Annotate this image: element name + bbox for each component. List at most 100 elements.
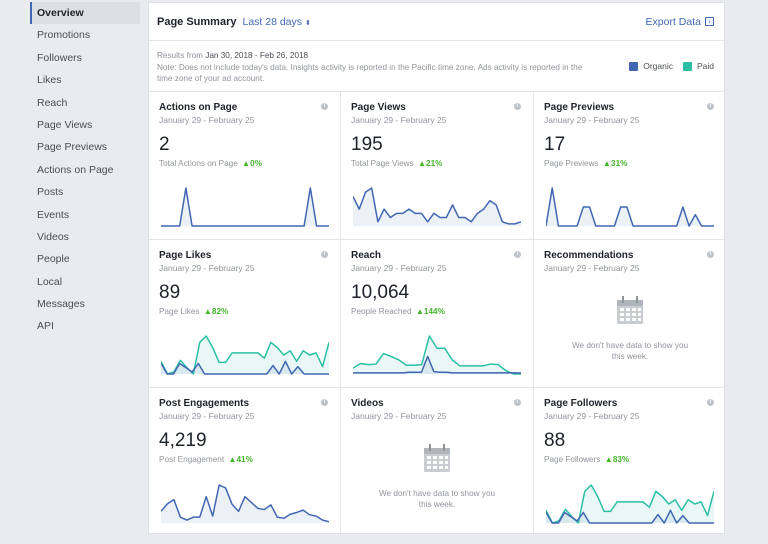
card-date-range: January 29 - February 25 <box>544 115 640 125</box>
card-page-views[interactable]: Page Views January 29 - February 25 i 19… <box>341 92 534 240</box>
legend-paid: Paid <box>682 61 714 73</box>
sidebar-item-reach[interactable]: Reach <box>37 96 68 109</box>
legend-organic-label: Organic <box>643 61 673 71</box>
card-metric-label: Total Page Views <box>351 159 414 168</box>
card-label: Total Page Views ▲21% <box>351 159 523 168</box>
results-prefix: Results from <box>157 51 206 60</box>
card-post-engagements[interactable]: Post Engagements January 29 - February 2… <box>149 388 341 536</box>
card-value: 89 <box>159 282 181 303</box>
sidebar-item-actions-on-page[interactable]: Actions on Page <box>37 163 114 176</box>
card-value: 10,064 <box>351 282 410 303</box>
sparkline-chart <box>161 335 329 375</box>
change-badge: ▲0% <box>242 159 262 168</box>
card-metric-label: People Reached <box>351 307 412 316</box>
date-range-dropdown[interactable]: Last 28 days ⬍ <box>242 16 310 28</box>
sidebar-item-page-previews[interactable]: Page Previews <box>37 141 108 154</box>
paid-swatch <box>682 62 692 72</box>
card-label: People Reached ▲144% <box>351 307 523 316</box>
sidebar-item-videos[interactable]: Videos <box>37 230 69 243</box>
page-summary-title: Page Summary <box>157 15 237 28</box>
sparkline-chart <box>546 187 714 227</box>
card-value: 17 <box>544 134 566 155</box>
change-badge: ▲21% <box>417 159 443 168</box>
card-label: Post Engagement ▲41% <box>159 455 330 464</box>
card-title: Reach <box>351 250 382 261</box>
card-date-range: January 29 - February 25 <box>351 411 447 421</box>
card-label: Page Followers ▲83% <box>544 455 716 464</box>
organic-swatch <box>629 62 639 72</box>
info-icon[interactable]: i <box>707 103 714 110</box>
card-page-followers[interactable]: Page Followers January 29 - February 25 … <box>534 388 726 536</box>
card-title: Page Views <box>351 102 406 113</box>
card-date-range: January 29 - February 25 <box>159 411 255 421</box>
card-reach[interactable]: Reach January 29 - February 25 i 10,064 … <box>341 240 534 388</box>
change-badge: ▲31% <box>602 159 628 168</box>
card-title: Post Engagements <box>159 398 250 409</box>
metrics-grid: Actions on Page January 29 - February 25… <box>149 92 726 536</box>
sidebar-item-promotions[interactable]: Promotions <box>37 29 91 42</box>
sidebar-item-posts[interactable]: Posts <box>37 186 64 199</box>
sparkline-chart <box>353 187 521 226</box>
chart-legend: Organic Paid <box>619 61 714 73</box>
card-value: 4,219 <box>159 430 207 451</box>
card-page-likes[interactable]: Page Likes January 29 - February 25 i 89… <box>149 240 341 388</box>
info-icon[interactable]: i <box>514 103 521 110</box>
calendar-icon <box>617 296 643 324</box>
card-date-range: January 29 - February 25 <box>544 411 640 421</box>
card-recommendations[interactable]: Recommendations January 29 - February 25… <box>534 240 726 388</box>
info-icon[interactable]: i <box>321 251 328 258</box>
sparkline-chart <box>161 187 329 227</box>
date-range-label: Last 28 days <box>242 15 303 28</box>
legend-paid-label: Paid <box>696 61 714 71</box>
sidebar-item-followers[interactable]: Followers <box>37 51 82 64</box>
info-icon[interactable]: i <box>514 399 521 406</box>
calendar-icon <box>424 444 450 472</box>
change-badge: ▲82% <box>203 307 229 316</box>
sidebar-item-overview[interactable]: Overview <box>30 2 140 25</box>
sparkline-chart <box>161 484 329 523</box>
card-title: Page Followers <box>544 398 618 409</box>
card-metric-label: Page Likes <box>159 307 200 316</box>
change-badge: ▲41% <box>228 455 253 464</box>
sidebar-item-local[interactable]: Local <box>37 275 63 288</box>
legend-organic: Organic <box>629 61 673 73</box>
change-badge: ▲83% <box>604 455 630 464</box>
change-badge: ▲144% <box>415 307 445 316</box>
card-date-range: January 29 - February 25 <box>351 263 447 273</box>
info-icon[interactable]: i <box>707 251 714 258</box>
card-actions-on-page[interactable]: Actions on Page January 29 - February 25… <box>149 92 341 240</box>
sidebar-item-api[interactable]: API <box>37 320 54 333</box>
export-data-label: Export Data <box>645 15 701 28</box>
card-metric-label: Page Followers <box>544 455 601 464</box>
info-icon[interactable]: i <box>514 251 521 258</box>
timezone-note: Note: Does not include today's data. Ins… <box>157 62 583 84</box>
card-title: Page Likes <box>159 250 212 261</box>
sidebar-item-events[interactable]: Events <box>37 208 70 221</box>
info-icon[interactable]: i <box>321 399 328 406</box>
sidebar-item-people[interactable]: People <box>37 253 70 266</box>
card-value: 2 <box>159 134 170 155</box>
info-icon[interactable]: i <box>321 103 328 110</box>
card-title: Videos <box>351 398 384 409</box>
card-date-range: January 29 - February 25 <box>351 115 447 125</box>
info-icon[interactable]: i <box>707 399 714 406</box>
results-range: Jan 30, 2018 - Feb 26, 2018 <box>205 51 309 60</box>
sidebar-item-messages[interactable]: Messages <box>37 298 85 311</box>
card-value: 88 <box>544 430 566 451</box>
card-value: 195 <box>351 134 383 155</box>
sidebar-item-likes[interactable]: Likes <box>37 74 62 87</box>
empty-state: We don't have data to show you this week… <box>544 295 716 362</box>
card-page-previews[interactable]: Page Previews January 29 - February 25 i… <box>534 92 726 240</box>
sparkline-chart <box>353 335 521 375</box>
sidebar-nav: Overview Promotions Followers Likes Reac… <box>30 2 140 338</box>
results-note: Results from Jan 30, 2018 - Feb 26, 2018… <box>149 41 724 92</box>
sidebar-item-page-views[interactable]: Page Views <box>37 118 93 131</box>
card-metric-label: Page Previews <box>544 159 599 168</box>
download-icon: ↓ <box>705 17 714 26</box>
card-title: Page Previews <box>544 102 615 113</box>
card-label: Total Actions on Page ▲0% <box>159 159 330 168</box>
card-videos[interactable]: Videos January 29 - February 25 i We don… <box>341 388 534 536</box>
export-data-button[interactable]: Export Data ↓ <box>646 16 714 28</box>
page-summary-header: Page Summary Last 28 days ⬍ Export Data ↓ <box>149 3 724 41</box>
card-label: Page Likes ▲82% <box>159 307 330 316</box>
